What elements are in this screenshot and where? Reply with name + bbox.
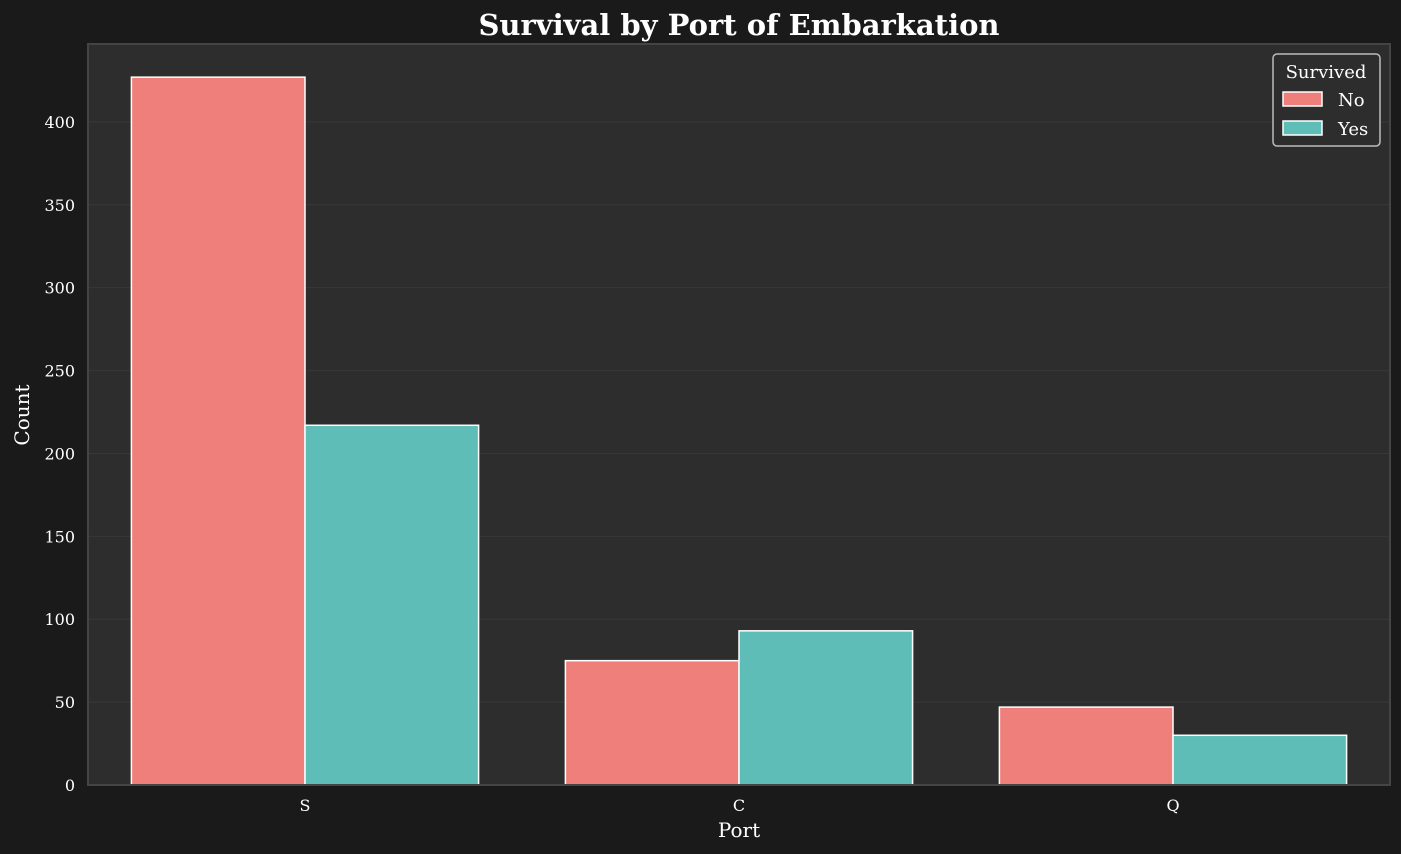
legend-swatch-yes — [1282, 120, 1323, 136]
bars — [130, 76, 1348, 786]
x-tick-label: Q — [1166, 796, 1179, 815]
y-tick-label: 350 — [44, 196, 75, 215]
y-tick-label: 400 — [44, 113, 75, 132]
bar-no-c — [564, 659, 740, 786]
y-tick-label: 200 — [44, 444, 75, 463]
legend: Survived No Yes — [1272, 53, 1381, 147]
y-tick-label: 300 — [44, 279, 75, 298]
legend-items: No Yes — [1282, 90, 1368, 140]
y-tick-label: 250 — [44, 362, 75, 381]
y-tick-label: 50 — [55, 693, 75, 712]
y-tick-label: 100 — [44, 610, 75, 629]
y-axis-label: Count — [10, 384, 34, 445]
bar-yes-c — [738, 630, 914, 786]
x-tick-label: C — [733, 796, 745, 815]
bar-yes-s — [304, 424, 480, 786]
chart-title: Survival by Port of Embarkation — [478, 8, 999, 42]
y-tick-label: 0 — [65, 776, 75, 795]
plot-frame — [87, 43, 1391, 786]
legend-swatch-no — [1282, 91, 1323, 107]
x-tick-label: S — [300, 796, 311, 815]
y-tick-label: 150 — [44, 527, 75, 546]
y-axis-ticks: 0 50 100 150 200 250 300 350 400 — [44, 113, 75, 795]
bar-yes-q — [1172, 734, 1348, 786]
bar-no-s — [130, 76, 306, 786]
x-axis-label: Port — [718, 818, 760, 842]
bar-no-q — [998, 706, 1174, 786]
legend-label-no: No — [1338, 90, 1365, 111]
legend-label-yes: Yes — [1337, 119, 1368, 140]
legend-title: Survived — [1286, 62, 1367, 83]
